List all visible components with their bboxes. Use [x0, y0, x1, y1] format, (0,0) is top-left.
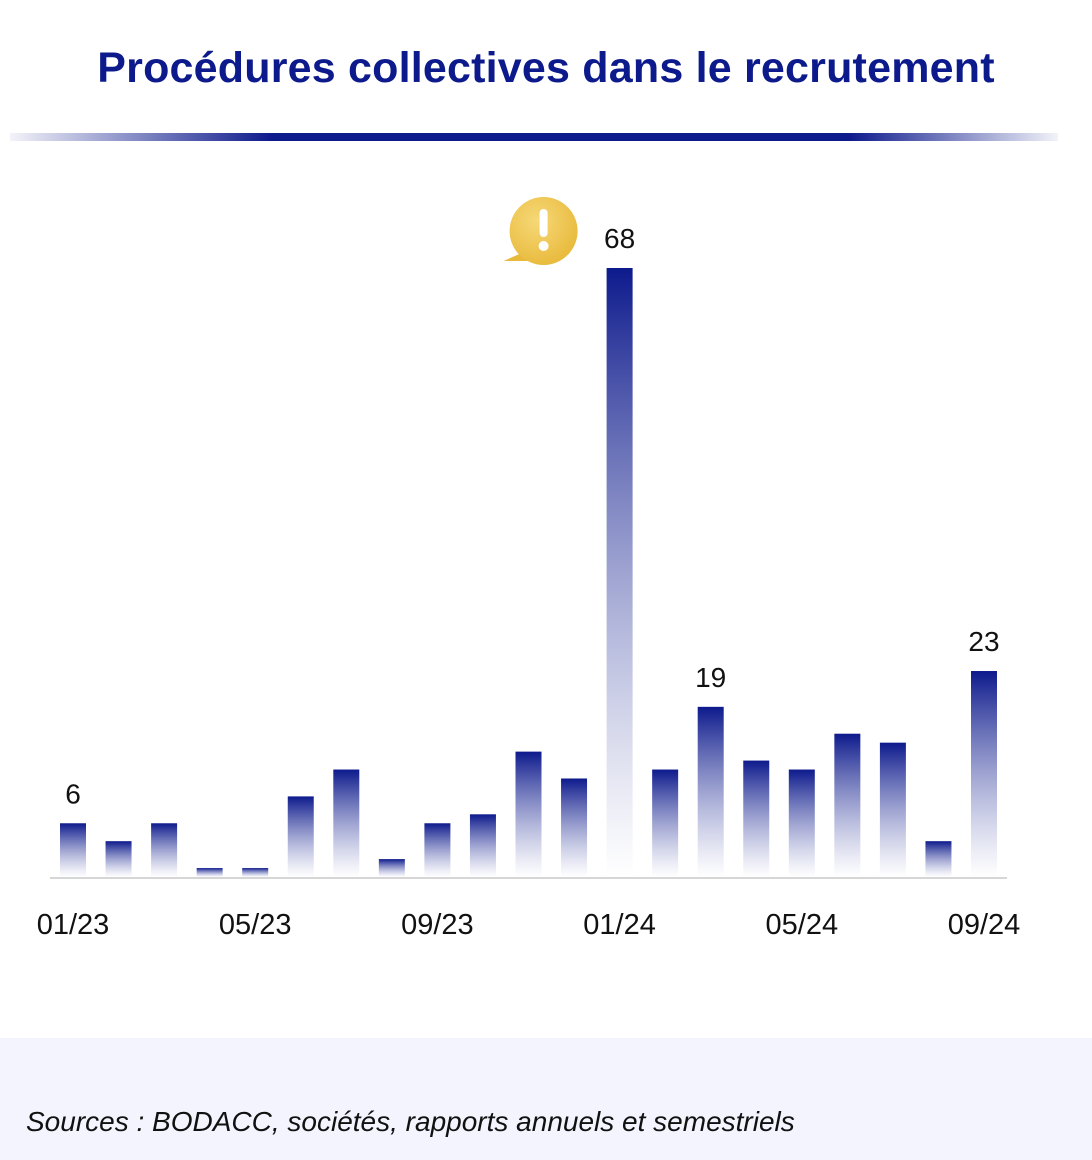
bar-10-23 — [469, 814, 496, 877]
data-label-01-23: 6 — [65, 778, 81, 809]
bar-01-24 — [606, 268, 633, 877]
bar-04-23 — [196, 868, 223, 877]
x-tick-label-09-24: 09/24 — [948, 909, 1021, 941]
bar-06-23 — [287, 796, 314, 877]
bar-05-23 — [242, 868, 269, 877]
bar-06-24 — [834, 733, 861, 877]
bar-04-24 — [743, 760, 770, 877]
bar-08-23 — [378, 859, 405, 877]
x-tick-label-09-23: 09/23 — [401, 909, 474, 941]
bar-03-23 — [151, 823, 178, 877]
bar-11-23 — [515, 751, 542, 877]
bar-08-24 — [925, 841, 952, 877]
bar-09-24 — [971, 671, 997, 877]
source-note: Sources : BODACC, sociétés, rapports ann… — [26, 1106, 795, 1137]
x-tick-label-01-24: 01/24 — [583, 909, 656, 941]
bar-01-23 — [60, 823, 86, 877]
bar-02-23 — [105, 841, 132, 877]
chart-title: Procédures collectives dans le recruteme… — [97, 44, 995, 92]
x-tick-label-01-23: 01/23 — [37, 909, 110, 941]
bar-12-23 — [561, 778, 588, 877]
x-tick-label-05-23: 05/23 — [219, 909, 292, 941]
footer-band — [0, 1038, 1092, 1160]
bar-07-23 — [333, 769, 360, 877]
bar-05-24 — [788, 769, 815, 877]
data-label-01-24: 68 — [604, 223, 635, 254]
bar-02-24 — [652, 769, 679, 877]
title-divider — [10, 133, 1058, 141]
data-label-09-24: 23 — [968, 626, 999, 657]
bar-03-24 — [697, 706, 724, 877]
bar-07-24 — [879, 742, 906, 877]
exclamation-speech-bubble-icon — [503, 197, 578, 265]
bar-chart: 6 68 19 23 01/23 05/23 09/23 01/24 05/24 09/24 — [37, 197, 1021, 941]
bar-09-23 — [424, 823, 451, 877]
x-tick-label-05-24: 05/24 — [766, 909, 839, 941]
data-label-03-24: 19 — [695, 662, 726, 693]
